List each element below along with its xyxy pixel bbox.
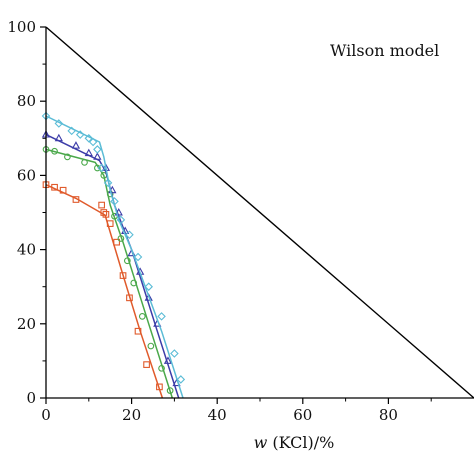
data-point-diamond [110,197,119,206]
data-point-diamond [176,375,186,384]
data-point-square [106,220,114,227]
x-tick-label: 80 [379,406,398,424]
x-axis-title-italic: w [254,433,268,452]
series-line-2 [45,148,174,399]
data-point-square [119,272,127,279]
data-point-square [51,183,58,191]
data-point-square [156,383,163,391]
data-point-circle [166,387,174,394]
series-group [41,111,186,399]
data-point-diamond [75,130,85,139]
data-point-diamond [88,137,98,147]
x-tick-label: 40 [208,406,227,424]
x-axis-title: w (KCl)/% [254,433,335,452]
y-tick-label: 80 [17,92,36,110]
data-point-circle [130,279,138,287]
data-point-square [102,211,110,218]
data-point-diamond [125,230,134,240]
data-point-diamond [67,126,76,136]
data-point-diamond [144,282,153,291]
data-point-diamond [84,134,94,143]
data-point-circle [64,153,71,161]
data-point-triangle [54,133,63,142]
x-tick-label: 0 [41,406,51,424]
data-point-diamond [103,178,113,188]
y-tick-label: 60 [17,166,36,184]
reference-line [45,26,474,399]
data-point-diamond [93,145,102,154]
data-point-square [143,361,150,368]
data-point-triangle [71,141,81,149]
x-tick-label: 20 [122,406,141,424]
data-point-triangle [144,293,153,301]
data-point-diamond [97,163,106,173]
y-tick-label: 20 [17,315,36,333]
data-point-square [134,327,142,335]
data-point-square [113,238,120,246]
data-point-circle [51,147,58,155]
axes-group: 0 20 40 60 80 0 20 40 60 80 100 [7,18,474,424]
series-line-1 [45,184,164,399]
data-point-triangle [163,356,173,364]
data-point-circle [117,235,125,242]
data-point-triangle [84,148,93,157]
data-point-circle [123,257,131,265]
data-point-triangle [93,152,102,160]
data-point-square [100,209,108,216]
data-point-square [59,186,67,194]
data-point-circle [94,164,101,172]
data-point-circle [147,342,155,350]
x-axis-title-rest: (KCl)/% [267,433,334,452]
data-point-diamond [133,252,143,262]
chart-annotation: Wilson model [330,41,439,60]
series-line-3 [45,133,180,399]
y-tick-label: 0 [26,389,36,407]
data-point-diamond [170,349,179,358]
data-point-diamond [157,312,166,321]
y-tick-label: 40 [17,241,36,259]
series-line-4 [45,115,184,399]
data-point-circle [158,364,165,372]
data-point-diamond [54,119,64,128]
data-point-diamond [116,215,126,225]
data-point-circle [138,313,146,320]
reference-line-group [45,26,474,399]
data-point-circle [81,159,88,166]
data-point-square [126,294,133,302]
data-point-square [72,196,80,203]
x-tick-label: 60 [293,406,312,424]
y-tick-label: 100 [7,18,36,36]
data-point-square [98,201,105,209]
